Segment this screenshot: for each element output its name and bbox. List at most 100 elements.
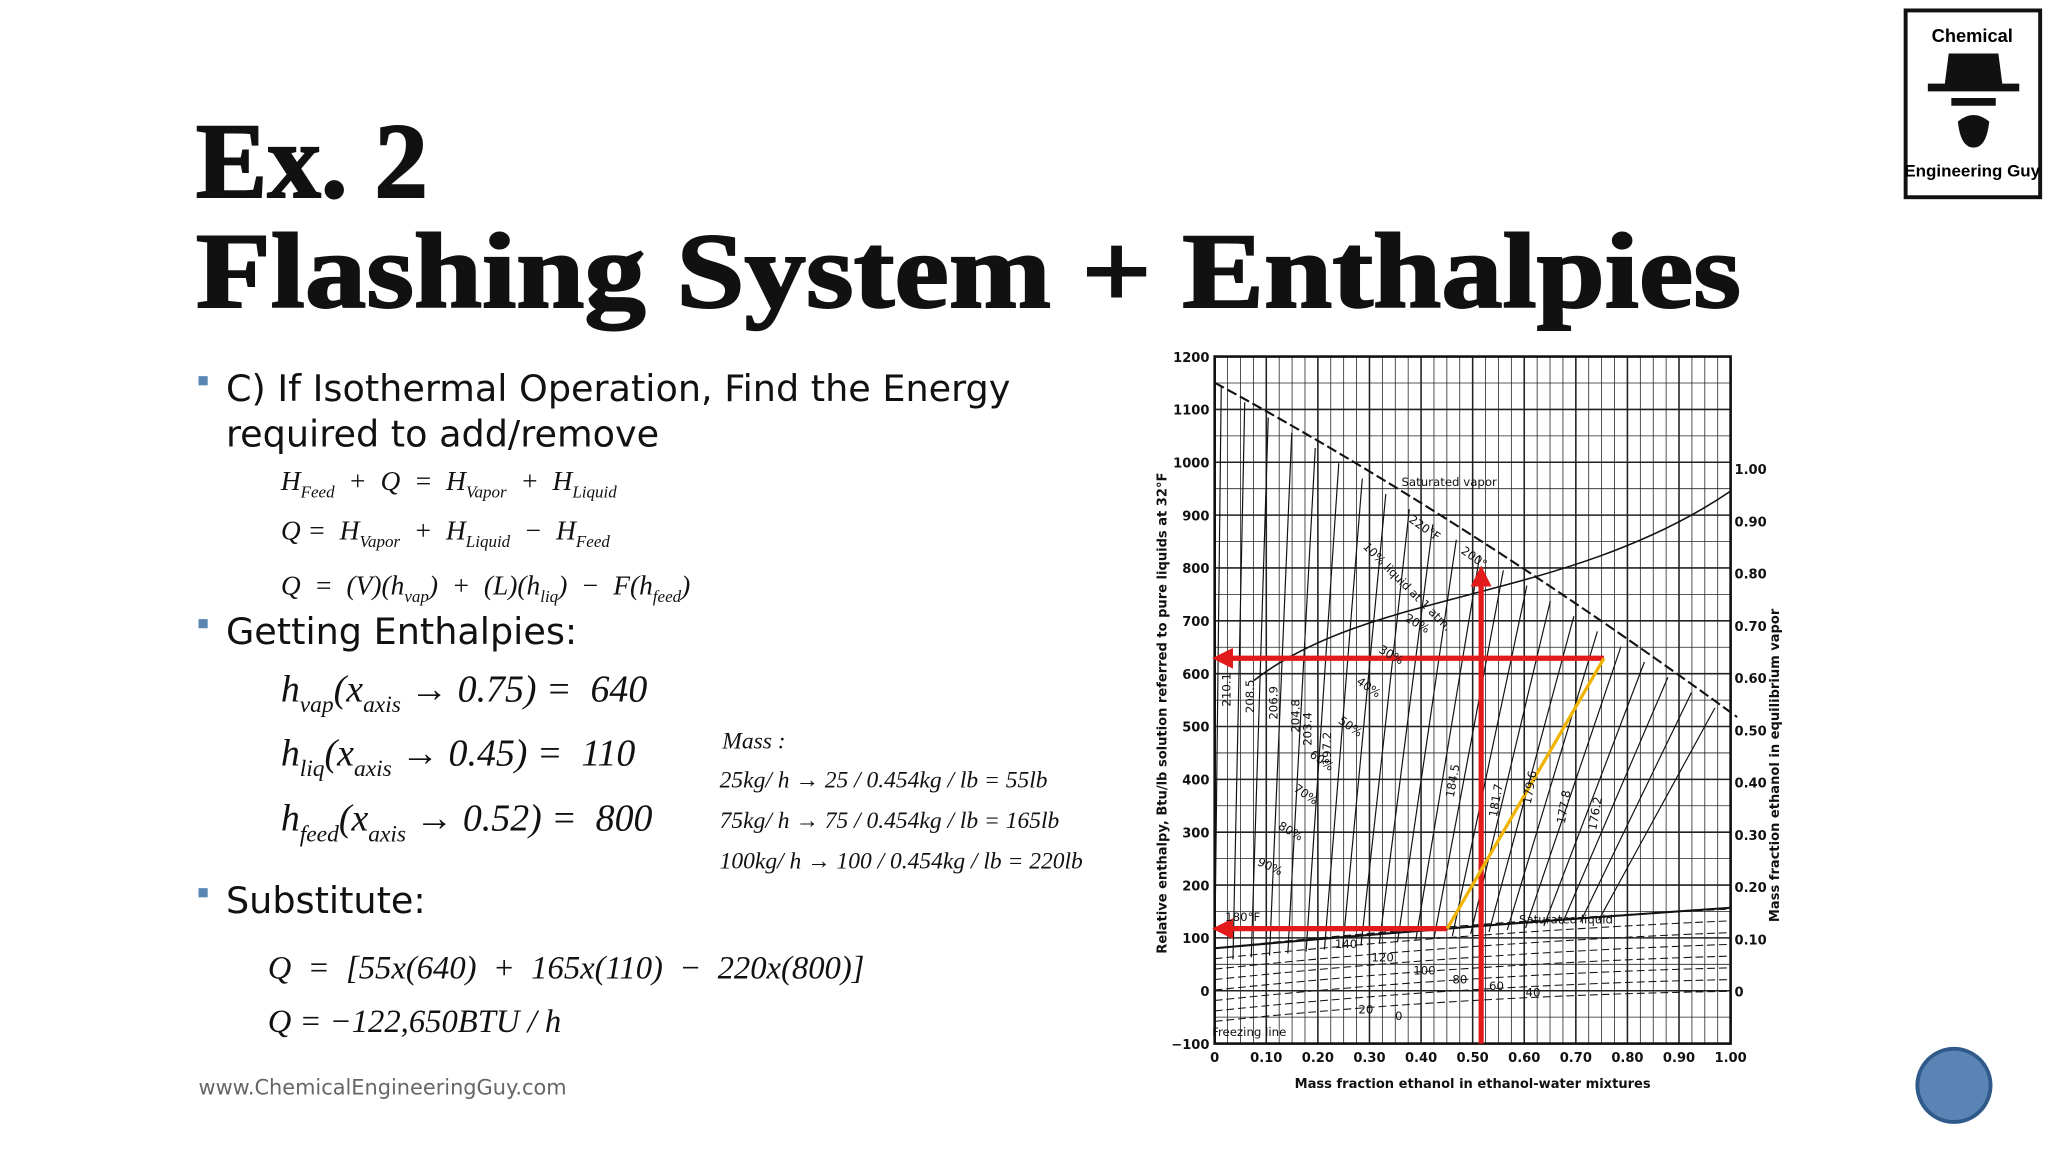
- isotherm: [1214, 386, 1222, 962]
- right-tick-label: 0.70: [1735, 620, 1767, 635]
- y-tick-label: 0: [1200, 985, 1209, 1000]
- curve-label: 203.4: [1300, 712, 1314, 746]
- logo-hat: [1927, 53, 2020, 92]
- x-tick-label: 0.70: [1560, 1051, 1592, 1066]
- curve-label: Saturated liquid: [1519, 912, 1613, 926]
- subscript: liq: [540, 587, 558, 606]
- equation-part: Q = H: [281, 515, 362, 545]
- title-line2: Flashing System + Enthalpies: [196, 213, 1741, 331]
- nav-button[interactable]: [1915, 1046, 1993, 1124]
- diagram: 1200110010009008007006005004003002001000…: [1155, 351, 1783, 1092]
- isotherm: [1561, 677, 1669, 925]
- bullet-marker: [198, 888, 208, 898]
- isotherm: [1506, 631, 1598, 931]
- curve-label: 197.2: [1320, 732, 1334, 766]
- right-tick-label: 0.30: [1735, 829, 1767, 844]
- subscript: feed: [653, 587, 682, 606]
- equation-part: H: [280, 466, 303, 496]
- y-tick-label: 1100: [1173, 404, 1209, 419]
- isotherm: [1232, 402, 1246, 960]
- logo-top: Chemical: [1932, 25, 2013, 46]
- tie-line: [1445, 657, 1606, 930]
- x-tick-label: 0.30: [1353, 1051, 1385, 1066]
- equation-part: h: [281, 732, 300, 774]
- subcooled-line: [1214, 920, 1731, 960]
- subscript: axis: [354, 756, 392, 782]
- mass-line: 25kg/ h → 25 / 0.454kg / lb = 55lb: [720, 768, 1048, 794]
- subscript: vap: [404, 587, 429, 606]
- right-tick-label: 0.40: [1735, 777, 1767, 792]
- saturated-vapor-curve: [1214, 381, 1738, 718]
- x-tick-label: 0.90: [1663, 1051, 1695, 1066]
- subcooled-line: [1214, 908, 1731, 949]
- x-tick-label: 0.80: [1611, 1051, 1643, 1066]
- y-tick-label: 1000: [1173, 456, 1209, 471]
- bullet-text: Getting Enthalpies:: [226, 610, 577, 653]
- right-tick-label: 0.90: [1735, 515, 1767, 530]
- isotherm: [1323, 478, 1363, 950]
- bullet-marker: [198, 376, 208, 386]
- y-tick-label: 1200: [1173, 351, 1209, 366]
- right-tick-label: 0.50: [1735, 724, 1767, 739]
- y-tick-label: 400: [1182, 774, 1209, 789]
- subcooled-line: [1214, 932, 1731, 970]
- enthalpy-equation: hliq(xaxis → 0.45) = 110: [281, 732, 636, 782]
- right-tick-label: 0: [1735, 986, 1744, 1001]
- equation-part: ) − F(h: [556, 570, 653, 600]
- subcooled-line: [1214, 990, 1731, 1022]
- substitute-equation: Q = −122,650BTU / h: [268, 1004, 561, 1040]
- x-tick-label: 1.00: [1715, 1051, 1747, 1066]
- curve-label: 179.6: [1520, 770, 1540, 806]
- bullet-marker: [198, 619, 208, 629]
- isotherm: [1451, 585, 1528, 936]
- mass-line: 75kg/ h → 75 / 0.454kg / lb = 165lb: [720, 808, 1060, 834]
- curve-label: 181.7: [1486, 783, 1506, 819]
- isotherm: [1579, 692, 1692, 923]
- bullet-text: Substitute:: [226, 879, 426, 922]
- equation-part: ): [679, 570, 690, 600]
- curve-label: Freezing line: [1212, 1025, 1286, 1039]
- curve-label: 140: [1335, 937, 1357, 951]
- subscript: axis: [363, 692, 401, 718]
- equation-part: → 0.45) = 110: [392, 732, 636, 774]
- equation-part: → 0.75) = 640: [401, 668, 647, 710]
- y-tick-label: 100: [1182, 932, 1209, 947]
- subcooled-line: [1214, 955, 1731, 991]
- isotherm: [1342, 493, 1387, 948]
- y-tick-label: 800: [1182, 562, 1209, 577]
- x-tick-label: 0.10: [1250, 1051, 1282, 1066]
- curve-label: 40: [1526, 986, 1541, 1000]
- x-tick-label: 0.60: [1508, 1051, 1540, 1066]
- curve-label: 20: [1358, 1003, 1373, 1017]
- isotherm: [1433, 570, 1504, 938]
- y-tick-label: 600: [1182, 668, 1209, 683]
- equation-part: + H: [507, 466, 575, 496]
- y-tick-label: 200: [1182, 879, 1209, 894]
- y-tick-label: 300: [1182, 826, 1209, 841]
- equation-part: (x: [334, 668, 364, 710]
- x-tick-label: 0.20: [1302, 1051, 1334, 1066]
- isotherm: [1396, 539, 1457, 942]
- isotherm: [1360, 509, 1410, 946]
- equation-part: ) + (L)(h: [427, 570, 540, 600]
- subscript: axis: [368, 821, 406, 847]
- curve-label: 176.2: [1585, 796, 1605, 832]
- arrow-head: [1212, 918, 1233, 940]
- equation-part: → 0.52) = 800: [406, 798, 652, 840]
- equation-part: h: [281, 798, 300, 840]
- isotherm: [1598, 707, 1716, 921]
- curve-label: 100: [1413, 963, 1435, 977]
- equation-part: h: [281, 668, 300, 710]
- curve-label: 0: [1395, 1009, 1402, 1023]
- right-tick-label: 1.00: [1735, 463, 1767, 478]
- x-tick-label: 0.50: [1457, 1051, 1489, 1066]
- equation-part: (x: [325, 732, 355, 774]
- balance-equation: HFeed + Q = HVapor + HLiquid: [280, 466, 617, 502]
- equilibrium-curve: [1253, 490, 1732, 682]
- subscript: feed: [300, 821, 339, 847]
- title-line1: Ex. 2: [196, 103, 428, 221]
- curve-label: 177.8: [1554, 789, 1574, 825]
- y-axis-label: Relative enthalpy, Btu/lb solution refer…: [1155, 473, 1170, 954]
